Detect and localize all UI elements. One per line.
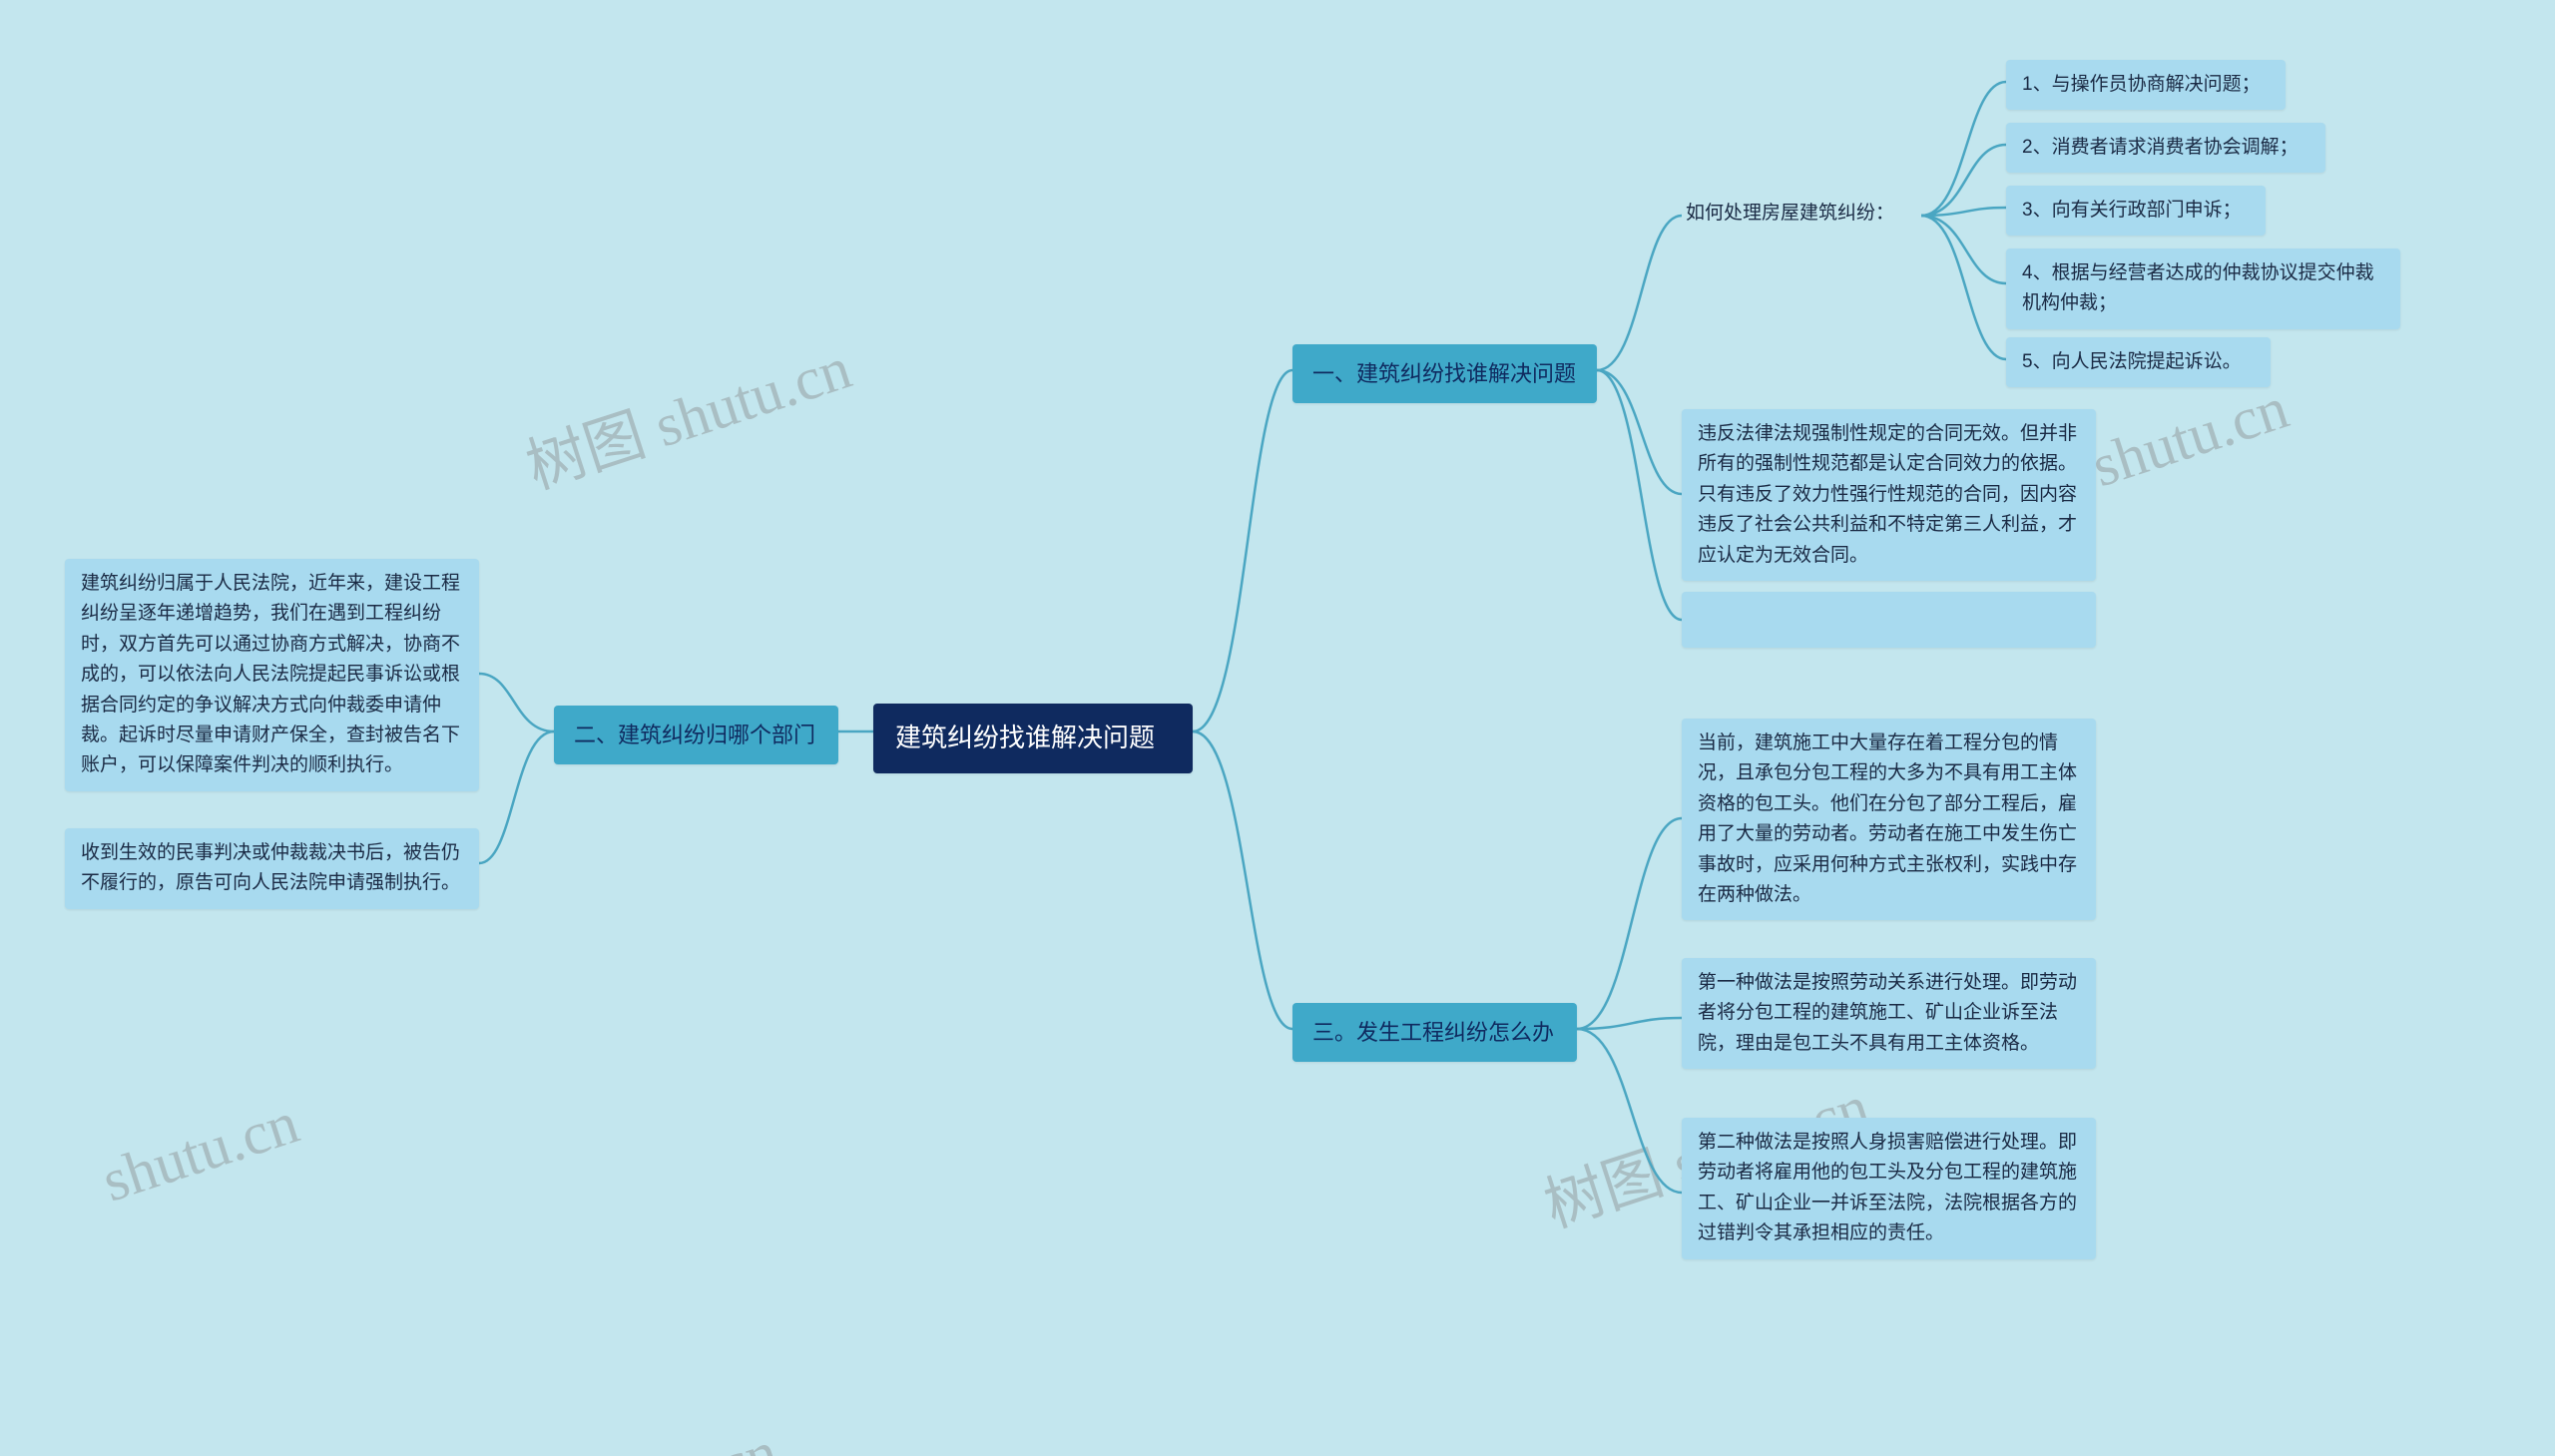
leaf-text: 第二种做法是按照人身损害赔偿进行处理。即劳动者将雇用他的包工头及分包工程的建筑施… — [1698, 1132, 2077, 1243]
watermark: shutu.cn — [573, 1418, 785, 1456]
leaf-l10[interactable]: 第二种做法是按照人身损害赔偿进行处理。即劳动者将雇用他的包工头及分包工程的建筑施… — [1682, 1118, 2096, 1259]
branch-label: 一、建筑纠纷找谁解决问题 — [1312, 361, 1576, 386]
leaf-l5[interactable]: 5、向人民法院提起诉讼。 — [2006, 337, 2271, 387]
leaf-text: 3、向有关行政部门申诉； — [2022, 200, 2242, 221]
root-node[interactable]: 建筑纠纷找谁解决问题 — [873, 704, 1193, 773]
leaf-l7[interactable] — [1682, 592, 2096, 648]
leaf-text: 第一种做法是按照劳动关系进行处理。即劳动者将分包工程的建筑施工、矿山企业诉至法院… — [1698, 972, 2077, 1054]
branch-2[interactable]: 二、建筑纠纷归哪个部门 — [554, 706, 838, 764]
branch-label: 三。发生工程纠纷怎么办 — [1312, 1020, 1554, 1045]
leaf-text: 4、根据与经营者达成的仲裁协议提交仲裁机构仲裁； — [2022, 262, 2374, 313]
leaf-text: 建筑纠纷归属于人民法院，近年来，建设工程纠纷呈逐年递增趋势，我们在遇到工程纠纷时… — [81, 573, 460, 775]
leaf-l2[interactable]: 2、消费者请求消费者协会调解； — [2006, 123, 2325, 173]
branch-1[interactable]: 一、建筑纠纷找谁解决问题 — [1292, 344, 1597, 403]
leaf-l8[interactable]: 当前，建筑施工中大量存在着工程分包的情况，且承包分包工程的大多为不具有用工主体资… — [1682, 719, 2096, 920]
leaf-l3[interactable]: 3、向有关行政部门申诉； — [2006, 186, 2266, 236]
leaf-l11[interactable]: 建筑纠纷归属于人民法院，近年来，建设工程纠纷呈逐年递增趋势，我们在遇到工程纠纷时… — [65, 559, 479, 791]
sub-label: 如何处理房屋建筑纠纷： — [1686, 203, 1894, 224]
root-label: 建筑纠纷找谁解决问题 — [895, 723, 1155, 752]
leaf-text: 当前，建筑施工中大量存在着工程分包的情况，且承包分包工程的大多为不具有用工主体资… — [1698, 732, 2077, 905]
branch-label: 二、建筑纠纷归哪个部门 — [574, 723, 815, 747]
leaf-l9[interactable]: 第一种做法是按照劳动关系进行处理。即劳动者将分包工程的建筑施工、矿山企业诉至法院… — [1682, 958, 2096, 1069]
leaf-text: 收到生效的民事判决或仲裁裁决书后，被告仍不履行的，原告可向人民法院申请强制执行。 — [81, 842, 460, 893]
leaf-l4[interactable]: 4、根据与经营者达成的仲裁协议提交仲裁机构仲裁； — [2006, 248, 2400, 329]
leaf-text: 5、向人民法院提起诉讼。 — [2022, 351, 2242, 372]
leaf-l6[interactable]: 违反法律法规强制性规定的合同无效。但并非所有的强制性规范都是认定合同效力的依据。… — [1682, 409, 2096, 581]
leaf-text: 2、消费者请求消费者协会调解； — [2022, 137, 2299, 158]
watermark: shutu.cn — [94, 1089, 306, 1216]
leaf-l1[interactable]: 1、与操作员协商解决问题； — [2006, 60, 2286, 110]
watermark: 树图 shutu.cn — [514, 319, 860, 506]
leaf-l12[interactable]: 收到生效的民事判决或仲裁裁决书后，被告仍不履行的，原告可向人民法院申请强制执行。 — [65, 828, 479, 909]
leaf-text: 1、与操作员协商解决问题； — [2022, 74, 2261, 95]
branch-3[interactable]: 三。发生工程纠纷怎么办 — [1292, 1003, 1577, 1062]
leaf-text: 违反法律法规强制性规定的合同无效。但并非所有的强制性规范都是认定合同效力的依据。… — [1698, 423, 2077, 566]
sub-node-b1-s1[interactable]: 如何处理房屋建筑纠纷： — [1682, 193, 1921, 235]
